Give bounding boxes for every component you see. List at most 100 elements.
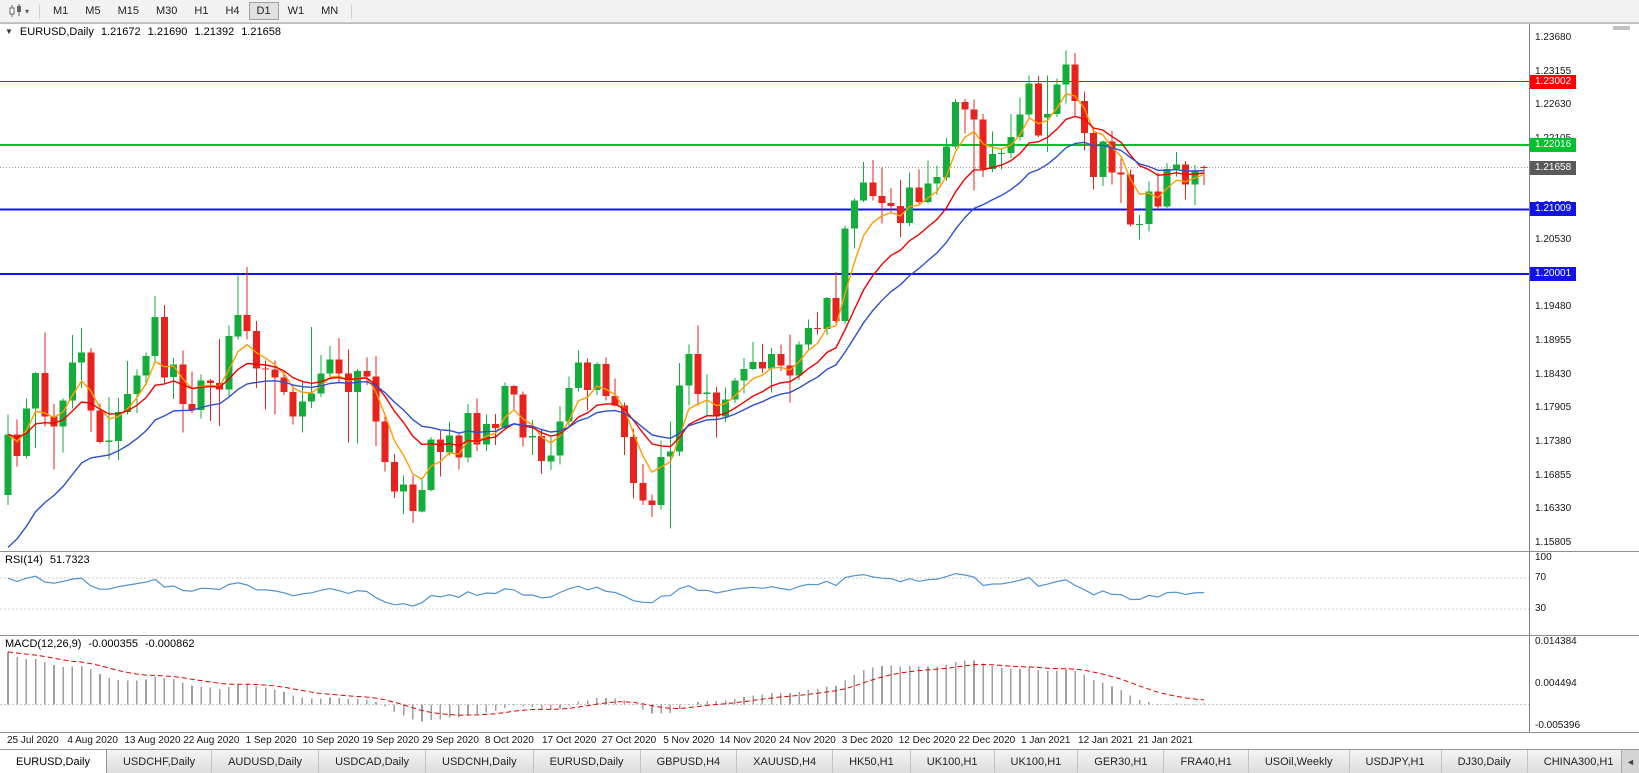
timeframe-button-H4[interactable]: H4 xyxy=(225,5,240,17)
date-label: 17 Oct 2020 xyxy=(541,735,597,746)
chart-tab-11[interactable]: GER30,H1 xyxy=(1078,750,1165,773)
chart-tab-9[interactable]: UK100,H1 xyxy=(910,750,995,773)
toolbar-separator xyxy=(39,3,41,19)
chart-tab-4[interactable]: USDCNH,Daily xyxy=(426,750,534,773)
main-chart-panel: ▼ EURUSD,Daily 1.21672 1.21690 1.21392 1… xyxy=(0,24,1639,551)
date-label: 27 Oct 2020 xyxy=(601,735,657,746)
rsi-tick: 70 xyxy=(1535,572,1547,584)
toolbar-separator xyxy=(351,3,353,19)
chart-area: ▼ EURUSD,Daily 1.21672 1.21690 1.21392 1… xyxy=(0,23,1639,749)
chart-tab-16[interactable]: CHINA300,H1 xyxy=(1527,750,1631,773)
price-tick: 1.23155 xyxy=(1535,65,1572,77)
date-label: 21 Jan 2021 xyxy=(1137,735,1193,746)
tab-bar: EURUSD,Daily USDCHF,Daily AUDUSD,Daily USDC… xyxy=(0,749,1639,773)
rsi-tick: 100 xyxy=(1535,552,1552,563)
date-label: 25 Jul 2020 xyxy=(6,735,59,746)
price-label-box: 1.22016 xyxy=(1530,137,1577,152)
date-label: 13 Aug 2020 xyxy=(124,735,181,746)
macd-header: MACD(12,26,9) -0.000355 -0.000862 xyxy=(5,638,195,650)
timeframe-button-M5[interactable]: M5 xyxy=(85,5,101,17)
date-label: 29 Sep 2020 xyxy=(422,735,479,746)
price-tick: 1.16855 xyxy=(1535,469,1572,481)
timeframe-button-M1[interactable]: M1 xyxy=(53,5,69,17)
chart-tab-2[interactable]: AUDUSD,Daily xyxy=(212,750,320,773)
date-label: 1 Jan 2021 xyxy=(1021,735,1071,746)
chart-tab-3[interactable]: USDCAD,Daily xyxy=(319,750,427,773)
chart-tab-6[interactable]: GBPUSD,H4 xyxy=(640,750,738,773)
date-axis[interactable]: 25 Jul 2020 4 Aug 2020 13 Aug 2020 22 Aug 2… xyxy=(0,732,1639,749)
chart-tab-7[interactable]: XAUUSD,H4 xyxy=(737,750,834,773)
ohlc-close: 1.21658 xyxy=(241,26,281,38)
price-label-box: 1.21009 xyxy=(1530,202,1577,217)
date-label: 24 Nov 2020 xyxy=(779,735,836,746)
date-label: 10 Sep 2020 xyxy=(302,735,360,746)
ohlc-high: 1.21690 xyxy=(147,26,188,38)
macd-chart-svg xyxy=(0,651,1529,722)
price-tick: 1.16330 xyxy=(1535,503,1572,515)
one-click-trading-arrow[interactable]: ▼ xyxy=(5,27,13,36)
chart-tab-8[interactable]: HK50,H1 xyxy=(833,750,911,773)
tab-scroll-left-button[interactable]: ◄ xyxy=(1621,750,1639,773)
date-label: 19 Sep 2020 xyxy=(362,735,420,746)
rsi-title: RSI(14) xyxy=(5,554,43,566)
timeframe-button-MN[interactable]: MN xyxy=(321,5,339,17)
chart-tab-0[interactable]: EURUSD,Daily xyxy=(0,750,107,773)
macd-value-signal: -0.000862 xyxy=(144,638,195,650)
price-tick: 1.18430 xyxy=(1535,368,1572,380)
date-label: 8 Oct 2020 xyxy=(484,735,534,746)
rsi-line xyxy=(7,572,1205,607)
chart-type-button[interactable]: ▾ xyxy=(3,1,34,21)
price-plot[interactable]: ▼ EURUSD,Daily 1.21672 1.21690 1.21392 1… xyxy=(0,24,1529,551)
timeframe-button-M30[interactable]: M30 xyxy=(155,5,178,17)
axis-scroll-nub[interactable] xyxy=(1613,26,1630,30)
price-tick: 1.22630 xyxy=(1535,99,1572,111)
macd-plot[interactable]: MACD(12,26,9) -0.000355 -0.000862 xyxy=(0,636,1529,732)
price-tick: 1.17380 xyxy=(1535,436,1572,447)
chart-tab-10[interactable]: UK100,H1 xyxy=(994,750,1079,773)
price-tick: 1.18955 xyxy=(1535,335,1572,347)
toolbar: ▾ M1 M5 M15 M30 H1 H4 D1 W1 MN xyxy=(0,0,1639,23)
timeframe-button-H1[interactable]: H1 xyxy=(194,5,209,17)
date-label: 5 Nov 2020 xyxy=(663,735,715,746)
chart-tab-15[interactable]: DJ30,Daily xyxy=(1441,750,1528,773)
rsi-plot[interactable]: RSI(14) 51.7323 xyxy=(0,552,1529,635)
chart-tab-1[interactable]: USDCHF,Daily xyxy=(106,750,213,773)
macd-panel: MACD(12,26,9) -0.000355 -0.000862 0.0143… xyxy=(0,635,1639,732)
rsi-axis[interactable]: 100 70 30 xyxy=(1529,552,1639,635)
rsi-value: 51.7323 xyxy=(49,554,90,566)
date-label: 1 Sep 2020 xyxy=(245,735,297,746)
price-axis[interactable]: 1.236801.231551.226301.221051.215801.210… xyxy=(1529,24,1639,551)
ma-line-medium xyxy=(7,115,1205,448)
timeframe-button-W1[interactable]: W1 xyxy=(287,5,305,17)
date-label: 3 Dec 2020 xyxy=(841,735,893,746)
ohlc-low: 1.21392 xyxy=(194,26,235,38)
macd-histogram xyxy=(7,651,1205,722)
macd-tick: 0.004494 xyxy=(1535,678,1577,690)
price-tick: 1.23680 xyxy=(1535,32,1572,44)
chart-tab-14[interactable]: USDJPY,H1 xyxy=(1349,750,1442,773)
timeframe-button-M15[interactable]: M15 xyxy=(117,5,139,17)
macd-title: MACD(12,26,9) xyxy=(5,638,82,650)
price-tick: 1.19480 xyxy=(1535,301,1572,313)
chart-tab-12[interactable]: FRA40,H1 xyxy=(1164,750,1249,773)
chart-tab-5[interactable]: EURUSD,Daily xyxy=(533,750,641,773)
macd-tick: -0.005396 xyxy=(1535,720,1581,731)
macd-axis[interactable]: 0.014384 0.004494 -0.005396 xyxy=(1529,636,1639,732)
rsi-tick: 30 xyxy=(1535,602,1547,614)
price-tick: 1.15805 xyxy=(1535,536,1572,548)
chart-tab-13[interactable]: USOil,Weekly xyxy=(1248,750,1350,773)
timeframe-buttons: M1 M5 M15 M30 H1 H4 D1 W1 MN xyxy=(45,2,346,20)
date-label: 4 Aug 2020 xyxy=(67,735,118,746)
ma-line-fast xyxy=(7,92,1205,481)
macd-tick: 0.014384 xyxy=(1535,636,1577,647)
price-tick: 1.17905 xyxy=(1535,402,1572,414)
timeframe-button-D1[interactable]: D1 xyxy=(248,2,279,20)
chart-tabs: EURUSD,Daily USDCHF,Daily AUDUSD,Daily USDC… xyxy=(0,750,1639,773)
date-label: 12 Dec 2020 xyxy=(898,735,956,746)
date-label: 12 Jan 2021 xyxy=(1078,735,1134,746)
rsi-header: RSI(14) 51.7323 xyxy=(5,554,90,566)
macd-value-main: -0.000355 xyxy=(88,638,138,650)
ma-line-slow xyxy=(7,141,1205,548)
price-label-box: 1.20001 xyxy=(1530,266,1577,281)
